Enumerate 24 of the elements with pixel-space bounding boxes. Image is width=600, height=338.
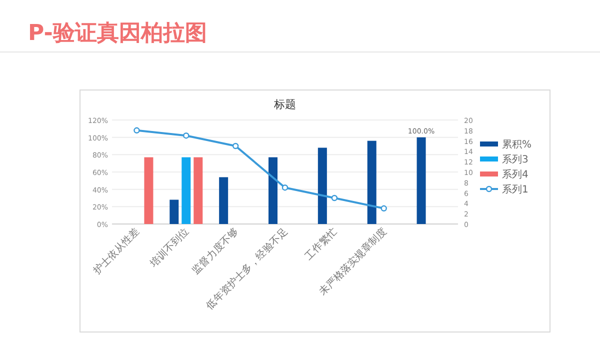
legend-label: 累积% [502, 140, 532, 150]
point [331, 194, 338, 202]
x-tick-label: 护士依从性差 [90, 226, 142, 278]
bar [182, 157, 191, 224]
legend-label: 系列1 [502, 184, 528, 196]
bar [416, 137, 426, 224]
point [282, 184, 288, 191]
bar [268, 157, 278, 224]
point [134, 127, 140, 134]
legend-label: 系列3 [502, 154, 528, 166]
title: P-验证真因柏拉图 [28, 21, 207, 46]
bar [144, 157, 154, 224]
legend-label: 系列4 [502, 168, 528, 180]
chart-subtitle: 标题 [273, 98, 296, 111]
point [232, 142, 239, 150]
bar [367, 140, 376, 224]
x-tick-label: 培训不到位 [146, 226, 192, 270]
bar [170, 200, 179, 224]
bar [219, 177, 228, 224]
x-tick-label: 工作繁忙 [302, 226, 340, 262]
point [380, 205, 387, 212]
bar [194, 157, 203, 224]
point [183, 132, 190, 139]
bar [318, 148, 327, 224]
